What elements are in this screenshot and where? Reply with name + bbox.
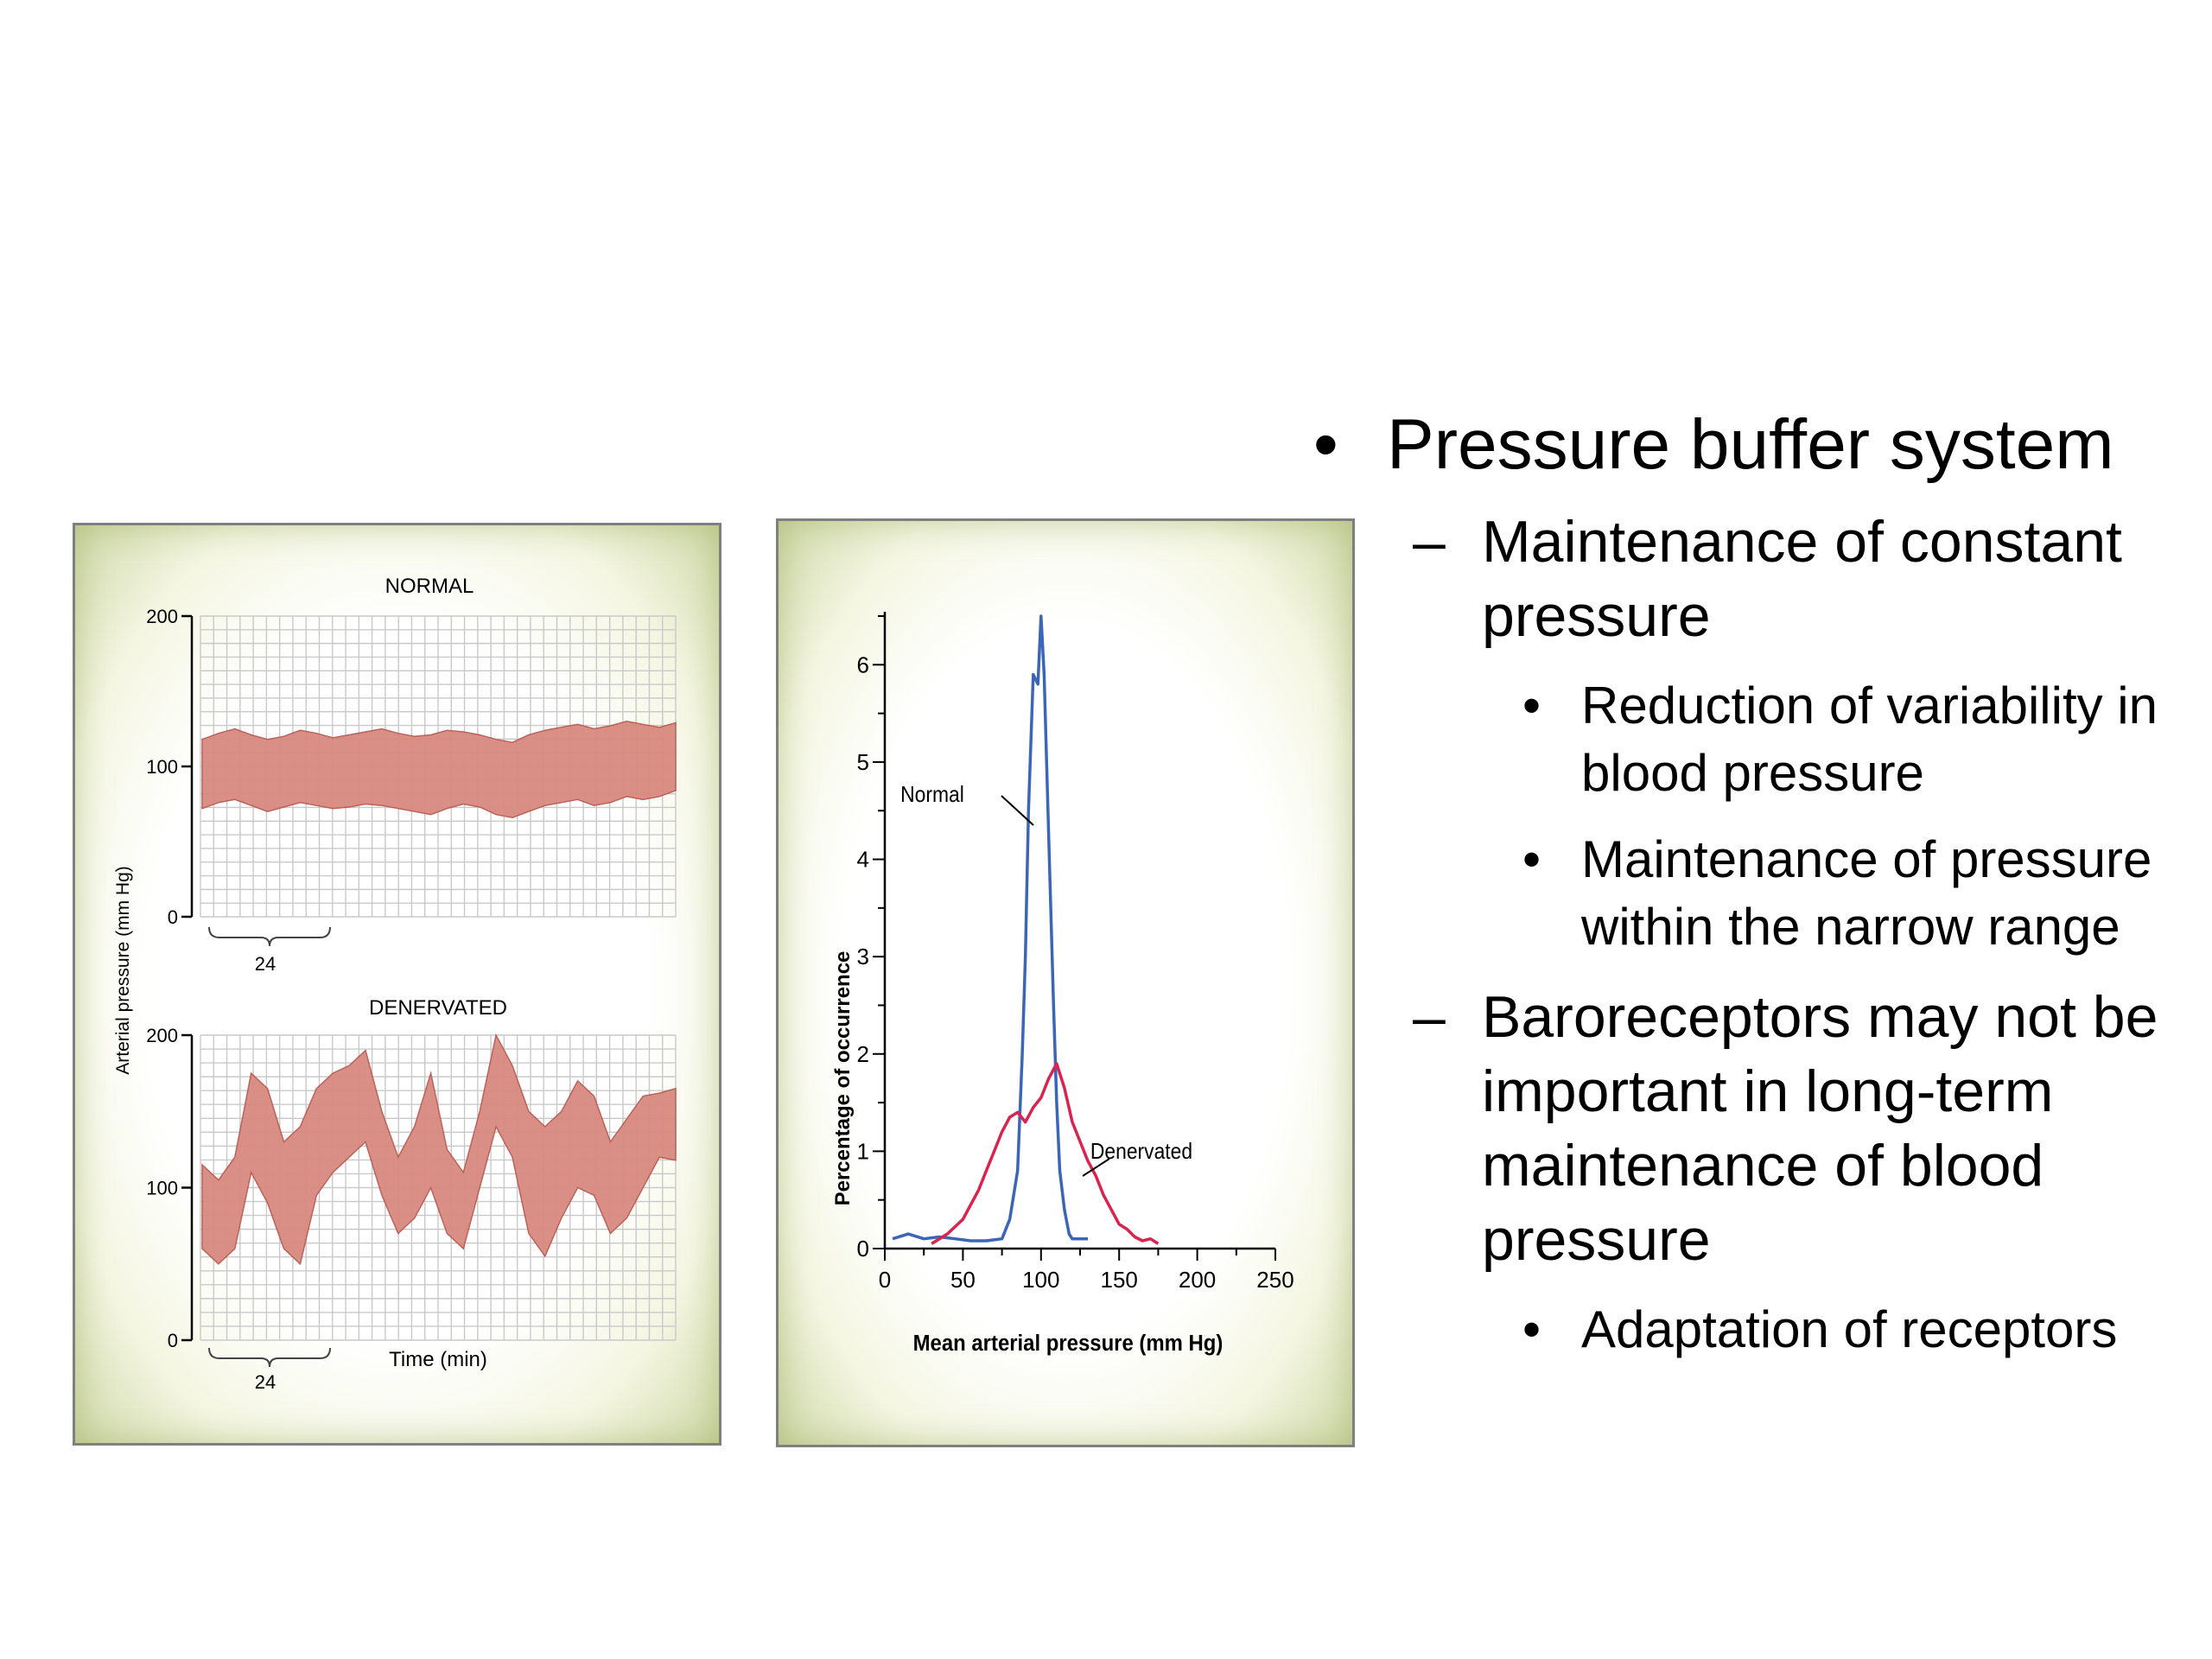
bullet-text: Pressure buffer system (1387, 405, 2114, 484)
y-tick-label: 200 (146, 1025, 178, 1046)
time-bracket-label: 24 (255, 1371, 276, 1393)
bullet-item: • Pressure buffer system (1279, 397, 2203, 493)
bullet-marker: • (1313, 405, 1338, 484)
chart-title-denervated: DENERVATED (369, 996, 507, 1020)
bullet-item: • Reduction of variability in blood pres… (1279, 672, 2203, 807)
bullet-item: – Baroreceptors may not be important in … (1279, 980, 2203, 1277)
y-tick-label: 4 (857, 847, 869, 873)
time-bracket (208, 1347, 331, 1368)
bullet-marker: – (1413, 509, 1446, 575)
y-tick-label: 0 (168, 906, 178, 928)
y-axis-label: Arterial pressure (mm Hg) (113, 866, 133, 1075)
series-label-normal: Normal (900, 783, 964, 808)
x-tick-label: 250 (1256, 1267, 1294, 1293)
x-axis-label: Time (min) (389, 1348, 487, 1371)
y-tick-label: 2 (857, 1041, 869, 1067)
y-axis-label: Percentage of occurrence (831, 951, 855, 1206)
y-tick-label: 0 (168, 1330, 178, 1351)
x-axis-label: Mean arterial pressure (mm Hg) (913, 1331, 1224, 1356)
bullet-text: Reduction of variability in blood pressu… (1581, 677, 2158, 802)
leader-line (1082, 1158, 1110, 1177)
bullet-text: Adaptation of receptors (1581, 1300, 2118, 1358)
y-tick-label: 3 (857, 944, 869, 969)
x-tick-label: 100 (1022, 1267, 1059, 1293)
y-tick-label: 200 (146, 606, 178, 627)
x-tick-label: 50 (950, 1267, 976, 1293)
time-bracket (208, 926, 331, 947)
x-tick-label: 0 (879, 1267, 891, 1293)
bullet-marker: – (1413, 984, 1446, 1050)
y-tick-label: 6 (857, 652, 869, 677)
x-tick-label: 200 (1179, 1267, 1216, 1293)
chart-title-normal: NORMAL (385, 575, 474, 598)
series-line-denervated (931, 1062, 1160, 1245)
x-tick-label: 150 (1101, 1267, 1138, 1293)
bullet-item: – Maintenance of constant pressure (1279, 505, 2203, 653)
arterial-pressure-chart: 0 100 200 0 100 200 NORMAL DENERVATED Arteria… (113, 575, 677, 1393)
pressure-band-normal (201, 721, 677, 818)
occurrence-distribution-figure: 0 1 2 3 4 5 6 0 50 100 150 200 250 Percentage of occ… (776, 518, 1355, 1447)
pressure-band-denervated (201, 1033, 677, 1266)
y-tick-label: 100 (146, 1178, 178, 1199)
time-bracket-label: 24 (255, 953, 276, 975)
bullet-text: Maintenance of pressure within the narro… (1581, 830, 2152, 956)
series-line-normal (892, 614, 1088, 1243)
bullet-item: • Maintenance of pressure within the nar… (1279, 826, 2203, 961)
occurrence-distribution-chart: 0 1 2 3 4 5 6 0 50 100 150 200 250 Percentage of occ… (831, 612, 1294, 1356)
bullet-text: Baroreceptors may not be important in lo… (1482, 984, 2158, 1273)
series-label-denervated: Denervated (1090, 1140, 1192, 1165)
bullet-list: • Pressure buffer system – Maintenance o… (1279, 397, 2203, 1363)
y-tick-label: 1 (857, 1138, 869, 1164)
leader-line (1001, 795, 1034, 826)
y-tick-label: 100 (146, 756, 178, 778)
bullet-text: Maintenance of constant pressure (1482, 509, 2122, 649)
bullet-marker: • (1522, 1300, 1541, 1358)
bullet-marker: • (1522, 830, 1541, 888)
y-tick-label: 0 (857, 1236, 869, 1262)
y-tick-label: 5 (857, 749, 869, 775)
arterial-pressure-figure: 0 100 200 0 100 200 NORMAL DENERVATED Arteria… (73, 523, 721, 1446)
bullet-item: • Adaptation of receptors (1279, 1296, 2203, 1363)
bullet-marker: • (1522, 677, 1541, 734)
